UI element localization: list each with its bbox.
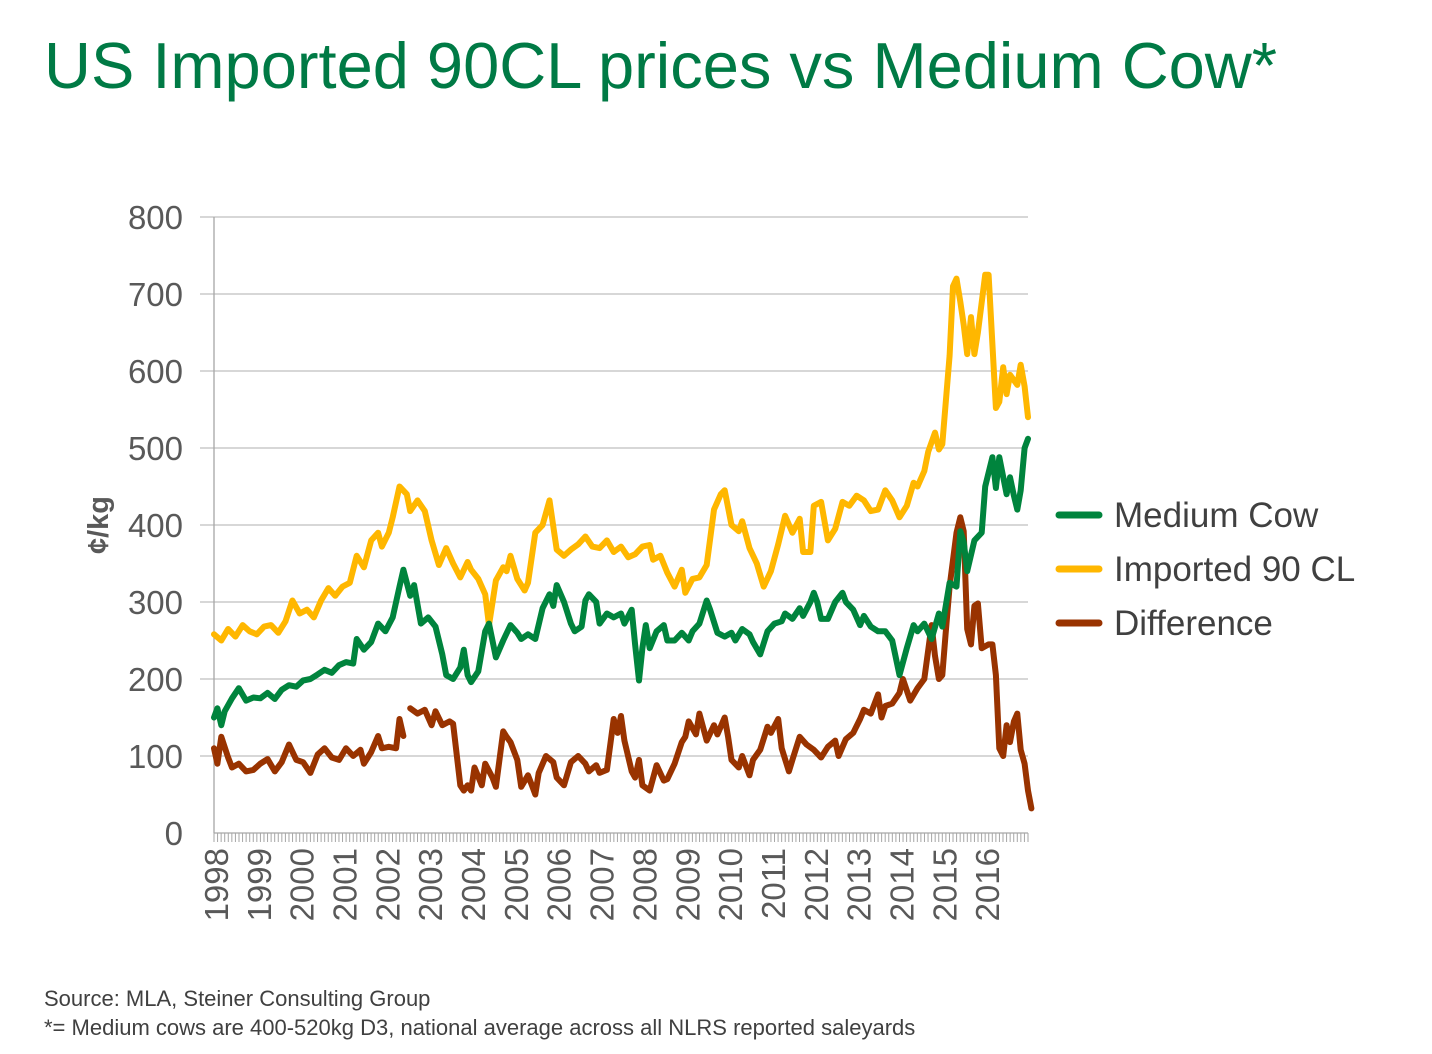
series-line-difference xyxy=(211,716,407,776)
x-tick-label: 2004 xyxy=(455,848,492,921)
x-tick-label: 1998 xyxy=(198,848,235,921)
source-note: Source: MLA, Steiner Consulting Group xyxy=(44,986,431,1011)
y-tick-label: 700 xyxy=(128,276,183,313)
y-tick-label: 0 xyxy=(165,815,183,852)
x-tick-label: 2014 xyxy=(883,848,920,921)
x-tick-label: 2008 xyxy=(626,848,663,921)
y-tick-label: 800 xyxy=(128,199,183,236)
legend-label-imported-90-cl: Imported 90 CL xyxy=(1114,550,1355,589)
y-tick-labels: 0 100 200 300 400 500 600 700 800 xyxy=(128,199,183,852)
x-tick-labels: 1998 1999 2000 2001 2002 2003 2004 2005 2006 2007… xyxy=(198,848,1006,921)
y-tick-label: 600 xyxy=(128,353,183,390)
x-tick-label: 2003 xyxy=(412,848,449,921)
x-tick-label: 2011 xyxy=(755,848,792,919)
x-tick-label: 2005 xyxy=(498,848,535,921)
series-line-imported-90-cl xyxy=(211,271,1031,644)
y-tick-label: 400 xyxy=(128,507,183,544)
y-tick-label: 200 xyxy=(128,661,183,698)
gridlines xyxy=(200,216,1028,757)
x-tick-label: 2009 xyxy=(669,848,706,921)
chart-notes: Source: MLA, Steiner Consulting Group *=… xyxy=(44,984,915,1042)
x-tick-label: 2007 xyxy=(584,848,621,921)
axes xyxy=(213,217,1029,842)
x-tick-label: 2010 xyxy=(712,848,749,921)
y-tick-label: 500 xyxy=(128,430,183,467)
series-line-medium-cow xyxy=(211,435,1031,729)
footnote: *= Medium cows are 400-520kg D3, nationa… xyxy=(44,1015,916,1040)
legend-label-medium-cow: Medium Cow xyxy=(1114,496,1319,535)
x-tick-label: 2013 xyxy=(841,848,878,921)
x-tick-label: 2000 xyxy=(284,848,321,921)
x-tick-label: 2016 xyxy=(969,848,1006,921)
y-tick-label: 300 xyxy=(128,584,183,621)
slide-title: US Imported 90CL prices vs Medium Cow* xyxy=(44,29,1278,102)
x-tick-label: 1999 xyxy=(241,848,278,921)
y-tick-label: 100 xyxy=(128,738,183,775)
legend-label-difference: Difference xyxy=(1114,604,1273,643)
x-tick-label: 2012 xyxy=(798,848,835,921)
series-line-difference xyxy=(407,514,1035,812)
y-axis-label: ¢/kg xyxy=(83,496,115,554)
legend: Medium Cow Imported 90 CL Difference xyxy=(1055,496,1355,643)
x-tick-label: 2001 xyxy=(327,848,364,921)
series-lines xyxy=(211,271,1035,812)
x-tick-label: 2006 xyxy=(541,848,578,921)
x-tick-label: 2015 xyxy=(926,848,963,921)
x-tick-label: 2002 xyxy=(369,848,406,921)
